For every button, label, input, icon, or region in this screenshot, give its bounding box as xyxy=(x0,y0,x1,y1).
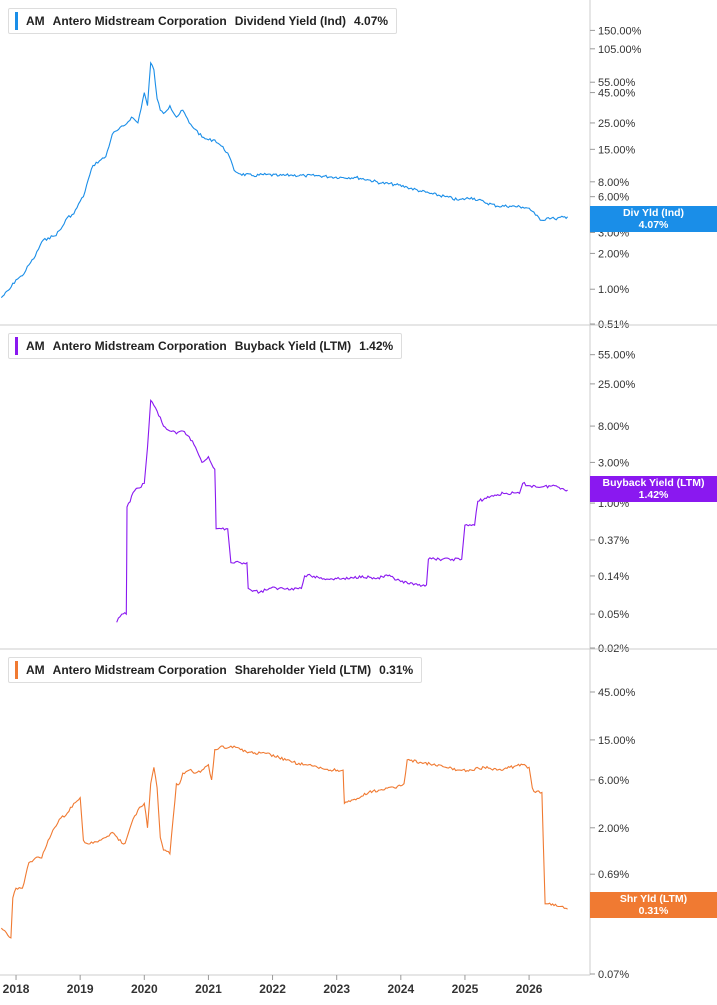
tag-value: 0.31% xyxy=(638,905,669,917)
y-tick-label: 150.00% xyxy=(598,25,642,37)
y-tick-label: 2.00% xyxy=(598,248,629,260)
x-tick-label: 2019 xyxy=(67,982,94,996)
y-tick-label: 0.37% xyxy=(598,535,629,547)
legend-swatch xyxy=(15,12,18,30)
legend-ticker: AM xyxy=(26,14,45,28)
y-tick-label: 45.00% xyxy=(598,88,636,100)
y-tick-label: 0.05% xyxy=(598,609,629,621)
legend-swatch xyxy=(15,337,18,355)
x-tick-label: 2024 xyxy=(387,982,414,996)
legend-ticker: AM xyxy=(26,339,45,353)
x-tick-label: 2022 xyxy=(259,982,286,996)
y-tick-label: 8.00% xyxy=(598,421,629,433)
tag-value: 4.07% xyxy=(638,219,669,231)
y-tick-label: 15.00% xyxy=(598,735,636,747)
tag-label: Div Yld (Ind) xyxy=(622,207,685,219)
y-tick-label: 0.14% xyxy=(598,571,629,583)
x-tick-label: 2018 xyxy=(3,982,30,996)
y-tick-label: 3.00% xyxy=(598,457,629,469)
tag-label: Buyback Yield (LTM) xyxy=(602,477,705,489)
y-tick-label: 6.00% xyxy=(598,192,629,204)
x-tick-label: 2020 xyxy=(131,982,158,996)
series-line-3 xyxy=(0,745,568,939)
legend-buyback-yield[interactable]: AM Antero Midstream Corporation Buyback … xyxy=(8,333,403,359)
legend-dividend-yield[interactable]: AM Antero Midstream Corporation Dividend… xyxy=(8,8,398,34)
y-tick-label: 25.00% xyxy=(598,379,636,391)
legend-company: Antero Midstream Corporation xyxy=(52,339,227,353)
x-tick-label: 2021 xyxy=(195,982,222,996)
x-tick-label: 2023 xyxy=(323,982,350,996)
legend-ticker: AM xyxy=(26,663,45,677)
y-tick-label: 25.00% xyxy=(598,118,636,130)
y-tick-label: 1.00% xyxy=(598,284,629,296)
legend-metric: Buyback Yield (LTM) xyxy=(234,339,352,353)
series-line-1 xyxy=(0,61,569,298)
legend-shareholder-yield[interactable]: AM Antero Midstream Corporation Sharehol… xyxy=(8,657,423,683)
y-tick-label: 55.00% xyxy=(598,350,636,362)
legend-metric: Shareholder Yield (LTM) xyxy=(234,663,372,677)
legend-value: 0.31% xyxy=(379,663,414,677)
y-tick-label: 0.69% xyxy=(598,869,629,881)
current-value-tag-shareholder: Shr Yld (LTM) 0.31% xyxy=(590,892,717,918)
x-tick-label: 2026 xyxy=(516,982,543,996)
current-value-tag-dividend: Div Yld (Ind) 4.07% xyxy=(590,206,717,232)
y-tick-label: 55.00% xyxy=(598,77,636,89)
current-value-tag-buyback: Buyback Yield (LTM) 1.42% xyxy=(590,476,717,502)
legend-swatch xyxy=(15,661,18,679)
legend-value: 1.42% xyxy=(359,339,394,353)
tag-label: Shr Yld (LTM) xyxy=(619,893,688,905)
y-tick-label: 8.00% xyxy=(598,177,629,189)
y-tick-label: 2.00% xyxy=(598,823,629,835)
y-tick-label: 105.00% xyxy=(598,44,642,56)
series-line-2 xyxy=(116,399,568,623)
legend-value: 4.07% xyxy=(354,14,389,28)
tag-value: 1.42% xyxy=(638,489,669,501)
x-tick-label: 2025 xyxy=(452,982,479,996)
y-tick-label: 15.00% xyxy=(598,144,636,156)
y-tick-label: 0.07% xyxy=(598,969,629,981)
legend-company: Antero Midstream Corporation xyxy=(52,663,227,677)
legend-metric: Dividend Yield (Ind) xyxy=(234,14,347,28)
y-tick-label: 45.00% xyxy=(598,687,636,699)
y-tick-label: 6.00% xyxy=(598,775,629,787)
legend-company: Antero Midstream Corporation xyxy=(52,14,227,28)
